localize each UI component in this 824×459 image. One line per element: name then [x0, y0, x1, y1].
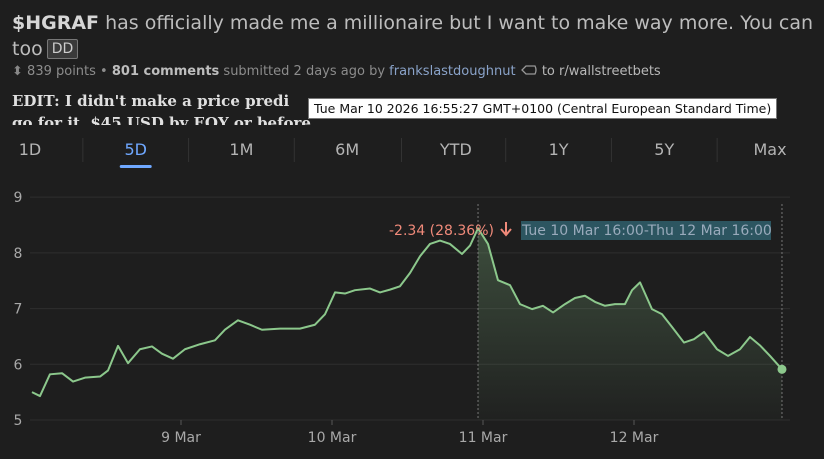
- post-title[interactable]: $HGRAF has officially made me a milliona…: [12, 10, 824, 62]
- author-link[interactable]: frankslastdoughnut: [389, 64, 516, 79]
- vote-icon[interactable]: ⬍: [12, 64, 23, 79]
- range-tab[interactable]: 1M: [229, 140, 253, 159]
- selection-fill: [478, 228, 782, 420]
- range-tab[interactable]: Max: [753, 140, 786, 159]
- y-tick-label: 8: [14, 246, 23, 262]
- price-line: [31, 227, 783, 398]
- range-tab[interactable]: 5Y: [654, 140, 674, 159]
- range-tab[interactable]: 1Y: [549, 140, 569, 159]
- chart: 5 6 7 8 9 9 Mar 10 Mar 11 Mar 12 Mar -2.34 (28.36…: [14, 190, 790, 446]
- x-tick-label: 11 Mar: [459, 430, 508, 446]
- range-highlight: [521, 221, 771, 240]
- y-tick-label: 6: [14, 357, 23, 373]
- crosspost-icon: [520, 65, 537, 75]
- range-tab[interactable]: YTD: [439, 140, 472, 159]
- range-tabs: 1D 5D 1M 6M YTD 1Y 5Y Max: [0, 128, 824, 172]
- tooltip: Tue Mar 10 2026 16:55:27 GMT+0100 (Centr…: [308, 98, 778, 119]
- range-label: Tue 10 Mar 16:00-Thu 12 Mar 16:00: [521, 223, 772, 239]
- submitted: submitted 2 days ago by: [223, 64, 386, 79]
- comments-link[interactable]: 801 comments: [111, 64, 220, 79]
- y-tick-label: 9: [14, 190, 23, 206]
- score: 839 points: [27, 64, 96, 79]
- subreddit-link[interactable]: to r/wallstreetbets: [541, 64, 661, 79]
- edit-line: EDIT: I didn't make a price predi: [12, 92, 290, 110]
- ticker: $HGRAF: [12, 12, 100, 34]
- down-arrow: [500, 222, 512, 237]
- y-tick-label: 7: [14, 302, 23, 318]
- post-header: $HGRAF has officially made me a milliona…: [12, 10, 824, 79]
- post-meta: ⬍ 839 points • 801 comments submitted 2 …: [12, 64, 661, 79]
- tabs-svg: 1D 5D 1M 6M YTD 1Y 5Y Max: [19, 138, 787, 168]
- end-dot: [777, 364, 787, 374]
- y-tick-label: 5: [14, 413, 23, 429]
- range-tab[interactable]: 1D: [19, 140, 42, 159]
- x-tick-label: 10 Mar: [308, 430, 357, 446]
- active-underline: [119, 165, 152, 168]
- x-tick-label: 9 Mar: [161, 430, 201, 446]
- range-tab[interactable]: 6M: [335, 140, 359, 159]
- edit-line: go for it. $45 USD by EOY or before: [12, 114, 311, 125]
- flair[interactable]: DD: [46, 39, 79, 59]
- change-label: -2.34 (28.36%): [389, 223, 494, 239]
- range-tab[interactable]: 5D: [124, 140, 147, 159]
- x-tick-label: 12 Mar: [610, 430, 659, 446]
- title-text: has officially made me a millionaire but…: [12, 12, 814, 60]
